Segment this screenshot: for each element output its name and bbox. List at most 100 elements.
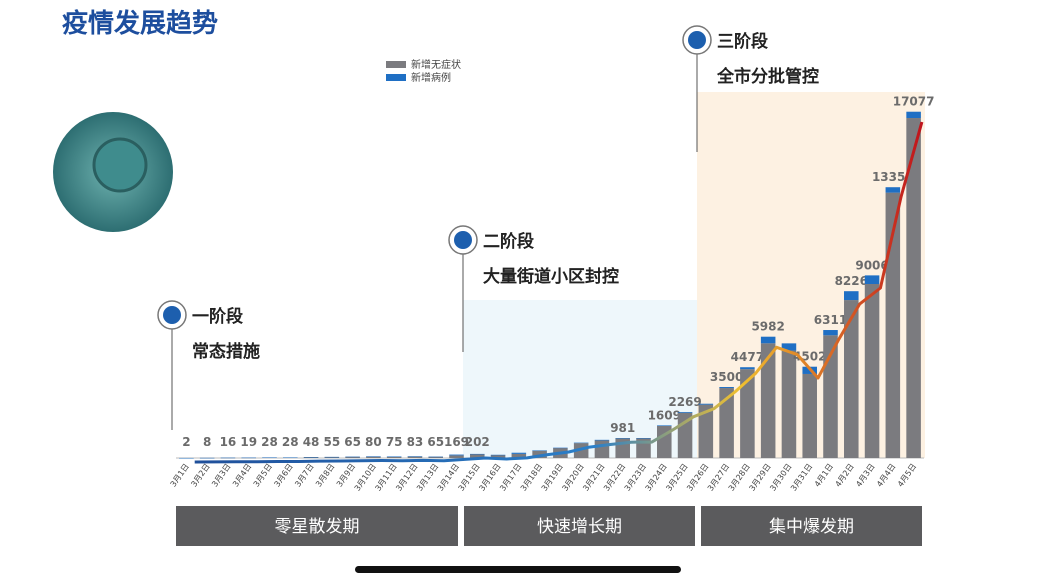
bar-segment	[885, 187, 901, 193]
bar-segment	[844, 291, 859, 301]
x-tick-label: 4月5日	[896, 462, 918, 489]
bar-segment	[283, 457, 298, 458]
bar-segment	[906, 118, 921, 459]
x-tick-label: 3月2日	[189, 462, 211, 489]
x-tick-label: 3月3日	[210, 462, 232, 489]
bar-segment	[262, 457, 277, 458]
data-label: 1609	[648, 408, 681, 422]
bar-segment	[449, 455, 464, 458]
bar-segment	[511, 452, 527, 454]
bar-segment	[407, 456, 423, 457]
bar-segment	[844, 300, 859, 458]
stage-dot	[163, 306, 181, 324]
bar-segment	[470, 454, 485, 458]
data-label: 5982	[751, 320, 784, 334]
data-label: 13354	[872, 170, 914, 184]
bar-segment	[241, 457, 256, 459]
bar-segment	[906, 111, 921, 119]
x-tick-label: 4月1日	[813, 462, 835, 489]
bar-segment	[199, 457, 215, 459]
period-label: 快速增长期	[537, 517, 622, 537]
bar-segment	[781, 343, 797, 351]
stage-title: 二阶段	[483, 231, 534, 252]
bar-segment	[407, 456, 423, 458]
bar-segment	[386, 456, 402, 458]
bar-segment	[740, 367, 755, 370]
bar-segment	[657, 425, 672, 426]
bar-segment	[760, 343, 776, 458]
bar-segment	[553, 447, 568, 449]
data-label: 65	[344, 435, 361, 449]
virus-icon	[92, 137, 148, 193]
data-label: 16	[220, 435, 237, 449]
data-label: 17077	[893, 95, 935, 109]
data-label: 8	[203, 435, 211, 449]
period-box	[701, 506, 922, 546]
bar-segment	[885, 192, 901, 458]
stage-subtitle: 大量街道小区封控	[483, 266, 619, 287]
bar-segment	[594, 440, 610, 458]
trend-line	[194, 121, 924, 464]
bar-segment	[615, 438, 630, 439]
bar-segment	[823, 335, 838, 458]
bar-segment	[511, 453, 527, 458]
period-label: 集中爆发期	[769, 517, 854, 537]
x-tick-label: 4月2日	[834, 462, 856, 489]
bar-segment	[719, 388, 734, 458]
data-label: 28	[282, 435, 299, 449]
stage-dot	[688, 31, 706, 49]
bar-segment	[179, 457, 194, 459]
bar-segment	[760, 336, 776, 344]
bar-segment	[802, 373, 817, 458]
period-box	[176, 506, 458, 546]
data-label: 48	[303, 435, 320, 449]
bar-segment	[740, 369, 755, 458]
bar-segment	[698, 404, 714, 458]
bar-segment	[366, 456, 381, 458]
data-label: 65	[427, 435, 444, 449]
data-label: 75	[386, 435, 403, 449]
bar-segment	[386, 456, 402, 457]
bar-segment	[324, 456, 340, 458]
data-label: 28	[261, 435, 278, 449]
bar-segment	[781, 350, 797, 458]
bar-segment	[864, 275, 880, 284]
x-tick-label: 3月31日	[789, 462, 814, 493]
bar-segment	[303, 457, 319, 458]
bar-segment	[532, 450, 547, 458]
legend-label: 新增病例	[411, 71, 451, 84]
stage-dot	[454, 231, 472, 249]
data-label: 55	[323, 435, 340, 449]
data-label: 2	[182, 435, 190, 449]
period-label: 零星散发期	[275, 517, 360, 537]
bar-segment	[428, 456, 443, 458]
bar-segment	[490, 454, 506, 456]
data-label: 2269	[668, 395, 701, 409]
data-label: 8226	[835, 274, 868, 288]
bar-segment	[345, 456, 360, 458]
stage-subtitle: 常态措施	[192, 341, 260, 362]
data-label: 6311	[814, 313, 847, 327]
bar-segment	[698, 403, 714, 405]
bar-segment	[719, 387, 734, 389]
legend-swatch	[386, 61, 406, 68]
x-tick-label: 3月6日	[273, 462, 295, 489]
x-tick-label: 3月5日	[252, 462, 274, 489]
legend-swatch	[386, 74, 406, 81]
data-label: 83	[407, 435, 424, 449]
bar-segment	[490, 454, 506, 458]
bar-segment	[532, 450, 547, 451]
bar-segment	[594, 439, 610, 441]
bar-segment	[345, 456, 360, 458]
title: 疫情发展趋势	[62, 8, 218, 39]
bar-segment	[864, 283, 880, 458]
data-label: 169	[444, 435, 469, 449]
x-tick-label: 4月3日	[854, 462, 876, 489]
x-tick-label: 4月4日	[875, 462, 897, 489]
stage-title: 三阶段	[717, 31, 768, 52]
bar-segment	[220, 457, 236, 459]
data-label: 981	[610, 421, 635, 435]
x-tick-label: 3月4日	[231, 462, 253, 489]
x-tick-label: 3月1日	[169, 462, 191, 489]
